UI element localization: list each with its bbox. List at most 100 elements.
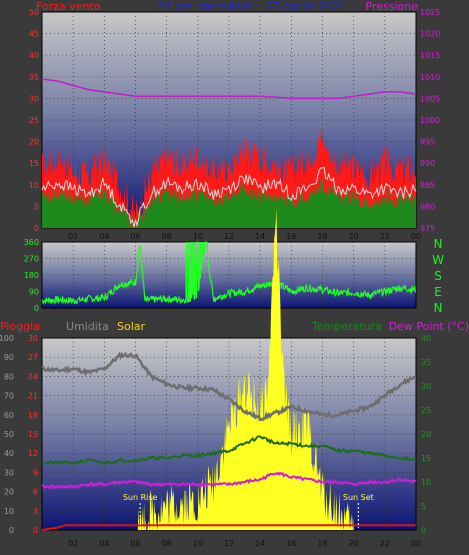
chart-right-title: Pressione [366,0,419,13]
rain-y-tick-label: 12 [28,449,38,458]
sunset-label: Sun Set [343,493,374,502]
humidity-y-tick-label: 80 [4,372,14,381]
wind-average-area [42,176,416,228]
wind-y-tick-label: 30 [29,94,39,103]
wind-speed-line [41,166,417,228]
rain-y-tick-label: 24 [28,372,38,381]
temperature-y-tick-label: 30 [421,382,431,391]
humidity-y-tick-label: 0 [9,526,14,535]
wind-y-tick-label: 0 [34,224,39,233]
pressure-y-tick-label: 1020 [420,30,440,39]
direction-y-tick-label: 270 [24,255,39,264]
temperature-y-tick-label: 15 [421,454,431,463]
rain-y-tick-label: 9 [33,468,38,477]
compass-s: S [434,269,442,283]
dew-point-line [41,471,417,490]
chart-center-title: 24 ore precedenti - 27 Aprile 2021 [157,0,347,13]
sunrise-label: Sun Rise [123,493,158,502]
pressure-y-tick-label: 1000 [420,116,440,125]
pressure-y-tick-label: 1015 [420,51,440,60]
temp-x-tick-label: 20 [349,539,359,548]
temp-x-tick-label: 02 [68,539,78,548]
temperature-y-tick-label: 20 [421,430,431,439]
rain-y-tick-label: 30 [28,334,38,343]
wind-x-tick-label: 06 [130,232,140,241]
humidity-y-tick-label: 50 [4,430,14,439]
temp-x-tick-label: 12 [224,539,234,548]
pressure-y-tick-label: 1005 [420,94,440,103]
wind-y-tick-label: 40 [29,51,39,60]
compass-e: E [434,285,442,299]
direction-y-tick-label: 90 [29,288,39,297]
humidity-y-tick-label: 30 [4,468,14,477]
wind-x-tick-label: 04 [99,232,109,241]
solar-area [42,208,416,530]
direction-y-tick-label: 0 [34,304,39,313]
wind-x-tick-label: 20 [349,232,359,241]
wind-x-tick-label: 18 [317,232,327,241]
wind-y-tick-label: 20 [29,138,39,147]
rain-y-tick-label: 0 [33,526,38,535]
chart-left-title: Forza vento [36,0,101,13]
rain-y-tick-label: 21 [28,392,38,401]
temp-x-tick-label: 10 [193,539,203,548]
umidita-label: Umidita [66,320,109,333]
temp-x-tick-label: 06 [130,539,140,548]
rain-y-tick-label: 6 [33,488,38,497]
temp-x-tick-label: 14 [255,539,265,548]
pressure-line [41,78,417,100]
wind-x-tick-label: 02 [68,232,78,241]
temp-x-tick-label: 04 [99,539,109,548]
rain-y-tick-label: 27 [28,353,38,362]
temp-x-tick-label: 22 [380,539,390,548]
temperature-y-tick-label: 40 [421,334,431,343]
temperature-y-tick-label: 25 [421,406,431,415]
wind-x-tick-label: 08 [162,232,172,241]
humidity-y-tick-label: 20 [4,488,14,497]
wind-y-tick-label: 35 [29,73,39,82]
rain-y-tick-label: 3 [33,507,38,516]
humidity-y-tick-label: 60 [4,411,14,420]
pressure-y-tick-label: 1010 [420,73,440,82]
temperature-y-tick-label: 35 [421,358,431,367]
humidity-y-tick-label: 70 [4,392,14,401]
rain-y-tick-label: 18 [28,411,38,420]
wind-x-tick-label: 00 [411,232,421,241]
direction-y-tick-label: 180 [24,271,39,280]
wind-y-tick-label: 45 [29,30,39,39]
temperature-y-tick-label: 10 [421,478,431,487]
humidity-y-tick-label: 10 [4,507,14,516]
humidity-line [41,351,417,422]
humidity-y-tick-label: 100 [0,334,14,343]
humidity-y-tick-label: 40 [4,449,14,458]
temperature-y-tick-label: 0 [421,526,426,535]
rain-y-tick-label: 15 [28,430,38,439]
temperatura-label: Temperatura [311,320,382,333]
temp-x-tick-label: 00 [411,539,421,548]
pressure-y-tick-label: 975 [420,224,435,233]
pressure-y-tick-label: 980 [420,202,435,211]
wind-y-tick-label: 5 [34,202,39,211]
pressure-y-tick-label: 985 [420,181,435,190]
humidity-y-tick-label: 90 [4,353,14,362]
temp-x-tick-label: 16 [286,539,296,548]
wind-x-tick-label: 14 [255,232,265,241]
wind-y-tick-label: 10 [29,181,39,190]
direction-y-tick-label: 360 [24,238,39,247]
wind-x-tick-label: 22 [380,232,390,241]
pressure-y-tick-label: 1025 [420,8,440,17]
temp-x-tick-label: 08 [162,539,172,548]
wind-x-tick-label: 10 [193,232,203,241]
solar-label: Solar [117,320,146,333]
wind-x-tick-label: 16 [286,232,296,241]
compass-w: W [432,253,444,267]
wind-direction-line [41,241,417,306]
dew-point-label: Dew Point (°C) [389,320,469,333]
pressure-y-tick-label: 990 [420,159,435,168]
pioggia-label: Pioggia [0,320,40,333]
wind-y-tick-label: 50 [29,8,39,17]
temp-x-tick-label: 18 [317,539,327,548]
rain-line [41,524,416,531]
